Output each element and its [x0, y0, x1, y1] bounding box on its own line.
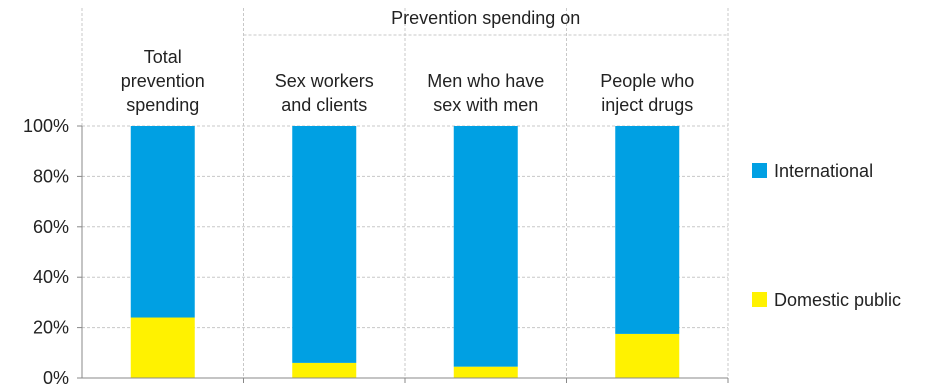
- bars: [130, 126, 680, 378]
- y-tick-label: 40%: [33, 267, 69, 287]
- group-title: Prevention spending on: [391, 8, 580, 28]
- category-label: People who inject drugs: [600, 71, 694, 115]
- category-headers: Prevention spending on Total prevention sp…: [121, 8, 695, 115]
- bar-domestic-public: [453, 366, 518, 378]
- bar-domestic-public: [292, 362, 357, 378]
- bar-international: [292, 126, 357, 363]
- bar-international: [130, 126, 195, 318]
- bar-domestic-public: [130, 317, 195, 378]
- legend-swatch: [752, 292, 767, 307]
- y-tick-label: 60%: [33, 217, 69, 237]
- legend-swatch: [752, 163, 767, 178]
- y-tick-label: 80%: [33, 166, 69, 186]
- y-axis: 0% 20% 40% 60% 80% 100%: [23, 116, 729, 388]
- bar-international: [615, 126, 680, 334]
- legend: International Domestic public: [752, 161, 901, 310]
- y-tick-label: 100%: [23, 116, 69, 136]
- legend-label: Domestic public: [774, 290, 901, 310]
- bar-international: [453, 126, 518, 367]
- category-label: Sex workers and clients: [275, 71, 374, 115]
- category-label: Men who have sex with men: [427, 71, 544, 115]
- bar-domestic-public: [615, 333, 680, 378]
- legend-label: International: [774, 161, 873, 181]
- category-label: Total prevention spending: [121, 47, 205, 115]
- y-tick-label: 20%: [33, 318, 69, 338]
- y-tick-label: 0%: [43, 368, 69, 388]
